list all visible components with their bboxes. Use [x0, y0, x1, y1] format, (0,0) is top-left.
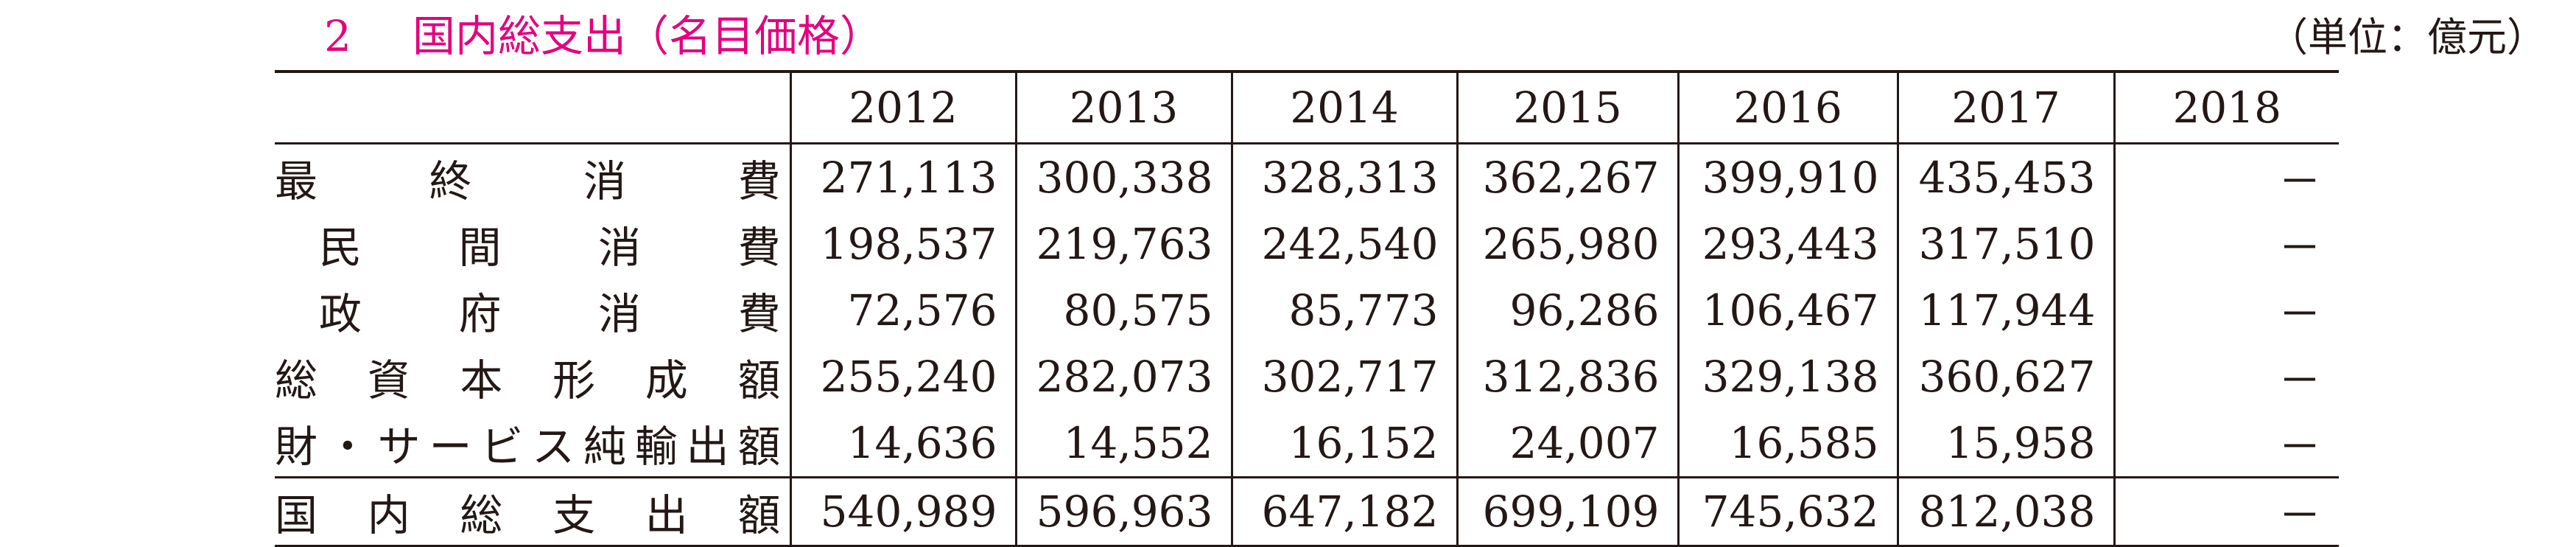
column-header: 2013 [1014, 70, 1232, 144]
row-label-cell: 財・サービス純輸出額 [275, 410, 790, 478]
row-label: 民間消費 [319, 223, 781, 273]
title-number: 2 [324, 11, 351, 61]
cell: － [2113, 211, 2339, 277]
column-header: 2016 [1677, 70, 1898, 144]
cell: 72,576 [789, 277, 1016, 344]
row-label: 財・サービス純輸出額 [275, 422, 781, 472]
data-row: 国内総支出額 540,989 596,963 647,182 699,109 745,63… [275, 476, 2339, 547]
cell: 255,240 [789, 344, 1016, 410]
cell: 15,958 [1896, 410, 2114, 478]
cell: 312,836 [1456, 344, 1678, 410]
cell: 317,510 [1896, 211, 2114, 277]
cell: 399,910 [1677, 143, 1898, 211]
cell: 293,443 [1677, 211, 1898, 277]
cell: 16,152 [1230, 410, 1457, 478]
table: 2012 2013 2014 2015 2016 2017 2018 最終消費 271,113 3… [275, 70, 2339, 547]
data-row: 政府消費 72,576 80,575 85,773 96,286 106,467 117,9… [275, 277, 2339, 344]
cell: 265,980 [1456, 211, 1678, 277]
cell: － [2113, 410, 2339, 478]
cell: 745,632 [1677, 476, 1898, 547]
cell: 435,453 [1896, 143, 2114, 211]
cell: 117,944 [1896, 277, 2114, 344]
row-label-cell: 国内総支出額 [275, 476, 790, 547]
cell: 540,989 [789, 476, 1016, 547]
header-row: 2012 2013 2014 2015 2016 2017 2018 [275, 70, 2339, 144]
cell: 85,773 [1230, 277, 1457, 344]
cell: 360,627 [1896, 344, 2114, 410]
cell: 329,138 [1677, 344, 1898, 410]
cell: － [2113, 476, 2339, 547]
column-header: 2015 [1456, 70, 1678, 144]
cell: 219,763 [1014, 211, 1232, 277]
column-header: 2014 [1230, 70, 1457, 144]
cell: 198,537 [789, 211, 1016, 277]
row-label-cell: 最終消費 [275, 144, 790, 212]
row-label: 政府消費 [319, 289, 781, 339]
cell: － [2113, 344, 2339, 410]
column-header: 2018 [2113, 70, 2339, 144]
row-label-cell: 民間消費 [275, 211, 790, 277]
data-row: 最終消費 271,113 300,338 328,313 362,267 399,910 4… [275, 143, 2339, 212]
corner-cell [275, 70, 790, 144]
data-row: 総資本形成額 255,240 282,073 302,717 312,836 329,13… [275, 344, 2339, 410]
cell: 14,636 [789, 410, 1016, 478]
cell: 16,585 [1677, 410, 1898, 478]
cell: 106,467 [1677, 277, 1898, 344]
cell: 302,717 [1230, 344, 1457, 410]
row-label: 国内総支出額 [275, 490, 781, 540]
cell: 24,007 [1456, 410, 1678, 478]
title-text: 国内総支出（名目価格） [413, 11, 883, 61]
cell: － [2113, 277, 2339, 344]
cell: 271,113 [789, 143, 1016, 211]
row-label-cell: 政府消費 [275, 277, 790, 344]
row-label: 総資本形成額 [275, 355, 781, 405]
cell: 362,267 [1456, 143, 1678, 211]
cell: 14,552 [1014, 410, 1232, 478]
column-header: 2012 [789, 70, 1016, 144]
data-row: 財・サービス純輸出額 14,636 14,552 16,152 24,007 16,585… [275, 410, 2339, 478]
column-header: 2017 [1896, 70, 2114, 144]
cell: 647,182 [1230, 476, 1457, 547]
cell: 596,963 [1014, 476, 1232, 547]
cell: 328,313 [1230, 143, 1457, 211]
row-label-cell: 総資本形成額 [275, 344, 790, 410]
cell: 812,038 [1896, 476, 2114, 547]
cell: － [2113, 143, 2339, 211]
cell: 96,286 [1456, 277, 1678, 344]
cell: 282,073 [1014, 344, 1232, 410]
title: 2 国内総支出（名目価格） [324, 1, 882, 63]
data-row: 民間消費 198,537 219,763 242,540 265,980 293,443 3… [275, 211, 2339, 277]
row-label: 最終消費 [275, 156, 781, 206]
cell: 80,575 [1014, 277, 1232, 344]
cell: 300,338 [1014, 143, 1232, 211]
unit: （単位：億元） [2268, 14, 2547, 60]
cell: 699,109 [1456, 476, 1678, 547]
cell: 242,540 [1230, 211, 1457, 277]
